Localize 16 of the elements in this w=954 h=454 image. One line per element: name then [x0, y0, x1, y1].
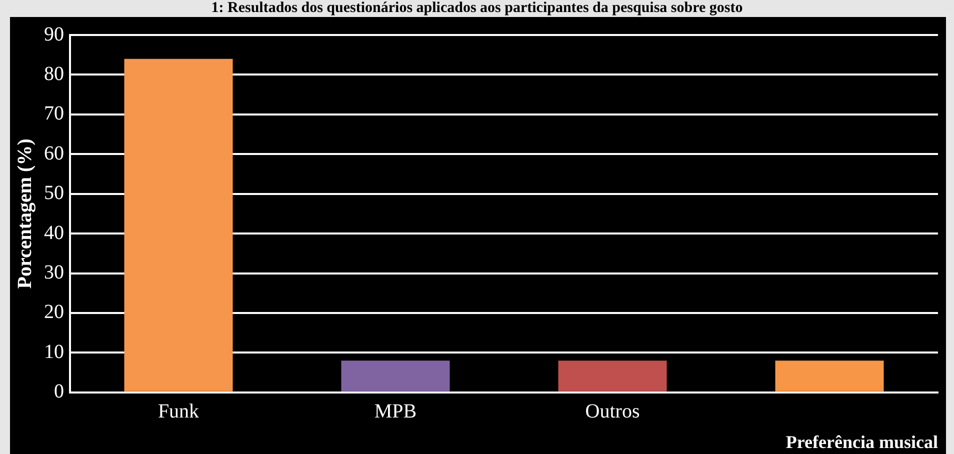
- y-tick-label: 10: [44, 340, 64, 363]
- y-tick-label: 60: [44, 142, 64, 164]
- x-tick-label: Outros: [585, 400, 640, 423]
- y-tick-label: 80: [44, 62, 64, 85]
- chart-title: 1: Resultados dos questionários aplicados aos participantes da pesquisa sobre gosto: [210, 0, 744, 16]
- y-tick-label: 90: [44, 23, 64, 46]
- x-tick-label: Funk: [158, 400, 200, 423]
- x-axis-title: Preferência musical: [786, 432, 938, 452]
- y-tick-label: 30: [44, 262, 64, 284]
- y-tick-label: 40: [44, 222, 64, 244]
- x-tick-label: MPB: [374, 400, 417, 423]
- y-axis-title: Porcentagem (%): [14, 138, 36, 289]
- y-tick-label: 70: [44, 102, 64, 125]
- y-tick-label: 0: [54, 380, 64, 403]
- y-tick-label: 50: [44, 182, 64, 204]
- y-tick-label: 20: [44, 301, 64, 324]
